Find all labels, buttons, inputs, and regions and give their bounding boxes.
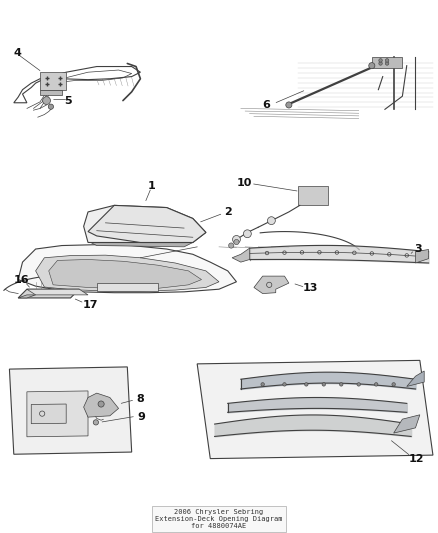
Circle shape	[357, 383, 360, 386]
Polygon shape	[31, 404, 66, 424]
Circle shape	[283, 383, 286, 386]
Circle shape	[392, 383, 396, 386]
Circle shape	[93, 420, 99, 425]
Polygon shape	[10, 367, 132, 454]
Text: 8: 8	[137, 394, 144, 404]
Polygon shape	[394, 415, 420, 433]
Circle shape	[304, 383, 308, 386]
Bar	[40, 90, 62, 95]
Text: 5: 5	[64, 96, 72, 107]
Text: 16: 16	[14, 276, 29, 286]
Text: 3: 3	[414, 244, 421, 254]
Text: 13: 13	[303, 284, 318, 293]
Circle shape	[379, 59, 382, 62]
Text: 2006 Chrysler Sebring
Extension-Deck Opening Diagram
for 4880074AE: 2006 Chrysler Sebring Extension-Deck Ope…	[155, 508, 283, 529]
Text: 17: 17	[82, 300, 98, 310]
Circle shape	[379, 62, 382, 65]
Circle shape	[369, 62, 375, 69]
Circle shape	[42, 96, 50, 104]
Polygon shape	[407, 371, 424, 386]
Circle shape	[322, 383, 325, 386]
Polygon shape	[18, 245, 237, 293]
Text: 6: 6	[262, 100, 270, 110]
Circle shape	[268, 217, 276, 224]
Polygon shape	[232, 248, 250, 262]
Polygon shape	[84, 393, 119, 417]
Bar	[40, 72, 66, 90]
Circle shape	[244, 230, 251, 238]
Polygon shape	[27, 391, 88, 437]
Polygon shape	[84, 205, 206, 243]
Polygon shape	[27, 289, 88, 295]
Polygon shape	[18, 295, 35, 298]
Circle shape	[234, 239, 239, 245]
Circle shape	[385, 62, 389, 65]
Text: 4: 4	[13, 47, 21, 58]
Circle shape	[48, 104, 53, 109]
Polygon shape	[297, 185, 328, 205]
Circle shape	[229, 243, 234, 248]
Circle shape	[233, 236, 240, 244]
Text: 1: 1	[148, 181, 155, 191]
Text: 10: 10	[237, 177, 252, 188]
Text: 12: 12	[409, 454, 424, 464]
Polygon shape	[88, 205, 206, 243]
Circle shape	[286, 102, 292, 108]
Polygon shape	[18, 289, 79, 298]
Polygon shape	[35, 255, 219, 291]
Polygon shape	[254, 276, 289, 294]
Polygon shape	[88, 236, 193, 247]
Polygon shape	[372, 57, 403, 68]
Polygon shape	[197, 360, 433, 458]
Circle shape	[339, 383, 343, 386]
Text: 2: 2	[224, 207, 232, 217]
Circle shape	[385, 59, 389, 62]
Circle shape	[98, 401, 104, 407]
Polygon shape	[416, 249, 428, 263]
Polygon shape	[49, 260, 201, 289]
Text: 9: 9	[138, 412, 145, 422]
Bar	[97, 282, 158, 290]
Circle shape	[374, 383, 378, 386]
Circle shape	[261, 383, 265, 386]
